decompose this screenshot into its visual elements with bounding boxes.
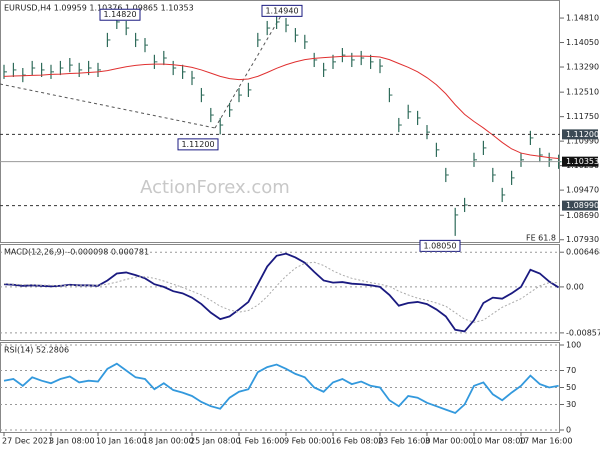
x-tick-label: 9 Feb 00:00 — [284, 437, 331, 446]
indicator-line — [3, 252, 560, 333]
indicator-line — [3, 362, 559, 415]
rsi-title: RSI(14) 52.2806 — [4, 346, 69, 355]
y-tick-label: 1.14810 — [566, 14, 599, 23]
watermark: ActionForex.com — [140, 177, 290, 198]
y-tick-label: 1.08690 — [566, 211, 599, 220]
chart-title: EURUSD,H4 1.09959 1.10376 1.09865 1.1035… — [4, 4, 194, 13]
y-tick-label: 1.12510 — [566, 88, 599, 97]
x-tick-label: 27 Dec 2021 — [2, 437, 53, 446]
level-label: 1.08990 — [566, 201, 599, 210]
x-tick-label: 25 Jan 08:00 — [190, 437, 241, 446]
indicator-line — [3, 261, 559, 323]
annotation-label: 1.14940 — [265, 6, 298, 15]
macd-panel — [0, 244, 560, 341]
x-tick-label: 1 Feb 16:00 — [237, 437, 284, 446]
y-tick-label: 1.09470 — [566, 186, 599, 195]
y-tick-label: 1.07930 — [566, 235, 599, 244]
x-tick-label: 23 Feb 16:00 — [378, 437, 430, 446]
x-tick-label: 3 Mar 00:00 — [425, 437, 473, 446]
level-box — [562, 156, 598, 167]
annotation-label: 1.11200 — [181, 140, 214, 149]
annotation-box — [99, 8, 141, 21]
annotation-label: 1.08050 — [423, 241, 456, 250]
x-tick-label: 10 Jan 16:00 — [96, 437, 147, 446]
y-tick-label: 0 — [566, 426, 571, 435]
y-tick-label: 1.13290 — [566, 63, 599, 72]
fe-note: FE 61.8 — [526, 234, 556, 243]
annotation-box — [177, 138, 219, 151]
y-tick-label: 70 — [566, 366, 576, 375]
moving-average — [3, 55, 559, 160]
annotation-label: 1.14820 — [103, 10, 136, 19]
level-box — [562, 200, 598, 211]
y-tick-label: 1.10990 — [566, 137, 599, 146]
x-tick-label: 18 Jan 00:00 — [143, 437, 194, 446]
y-tick-label: 30 — [566, 400, 576, 409]
trend-line — [214, 13, 283, 129]
annotation-box — [261, 4, 303, 17]
level-box — [562, 129, 598, 140]
y-tick-label: 0.00 — [566, 282, 584, 291]
x-tick-label: 10 Mar 08:00 — [472, 437, 525, 446]
level-label: 1.11200 — [566, 130, 599, 139]
y-tick-label: 100 — [566, 341, 581, 350]
annotation-box — [419, 239, 461, 252]
level-label: 1.10353 — [566, 157, 599, 166]
trend-line — [0, 83, 216, 129]
y-tick-label: 1.14050 — [566, 38, 599, 47]
y-tick-label: 1.11750 — [566, 112, 599, 121]
x-tick-label: 3 Jan 08:00 — [49, 437, 95, 446]
x-tick-label: 16 Feb 08:00 — [331, 437, 383, 446]
x-tick-label: 17 Mar 16:00 — [519, 437, 572, 446]
price-panel — [0, 0, 560, 243]
y-tick-label: 50 — [566, 383, 576, 392]
y-tick-label: -0.008573 — [566, 328, 600, 337]
y-tick-label: 0.006468 — [566, 248, 600, 257]
